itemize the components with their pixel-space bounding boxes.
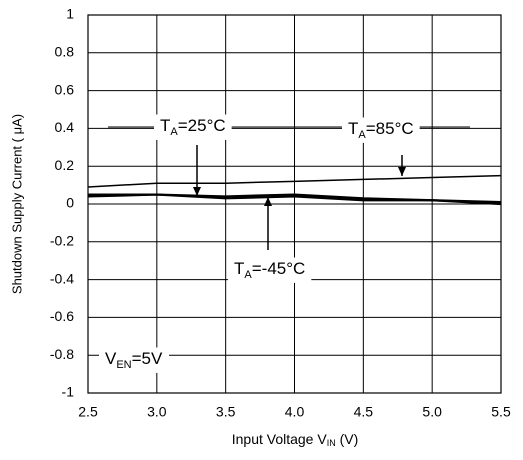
x-tick-label: 4.0: [285, 404, 305, 420]
x-title-main: Input Voltage V: [232, 431, 328, 447]
annotation-sub: EN: [116, 359, 131, 371]
y-tick-label: 0.8: [55, 44, 75, 60]
x-tick-label: 3.0: [147, 404, 167, 420]
annotation-rest: =-45°C: [252, 259, 306, 278]
annotation-main: V: [105, 349, 117, 368]
annotation-main: T: [160, 116, 170, 135]
x-title-sub: IN: [327, 438, 336, 448]
series-line: [87, 193, 502, 206]
y-axis-title: Shutdown Supply Current ( μA): [9, 114, 24, 294]
y-tick-label: -0.8: [50, 346, 74, 362]
annotation-rest: =5V: [132, 349, 163, 368]
annotation: VEN=5V: [99, 347, 170, 373]
y-tick-label: -0.4: [50, 270, 74, 286]
annotation-sub: A: [170, 126, 178, 138]
y-tick-label: -0.2: [50, 233, 74, 249]
annotation-main: T: [234, 259, 244, 278]
series-line: [87, 174, 502, 188]
x-tick-label: 4.5: [354, 404, 374, 420]
x-tick-label: 5.5: [491, 404, 511, 420]
y-tick-label: 0.6: [55, 81, 75, 97]
annotation-text: TA=85°C: [348, 119, 414, 140]
y-tick-label: 1: [66, 6, 74, 22]
annotation-text: VEN=5V: [105, 349, 163, 370]
annotation: TA=-45°C: [228, 257, 312, 283]
x-tick-label: 3.5: [216, 404, 236, 420]
x-axis-title: Input Voltage VIN (V): [232, 431, 359, 449]
y-tick-label: 0.4: [55, 119, 75, 135]
annotation-rest: =85°C: [366, 119, 414, 138]
annotation-main: T: [348, 119, 358, 138]
x-tick-label: 5.0: [422, 404, 442, 420]
y-tick-label: -1: [62, 384, 75, 400]
annotation-sub: A: [244, 269, 252, 281]
y-tick-label: 0: [66, 195, 74, 211]
annotation-text: TA=-45°C: [234, 259, 305, 280]
annotation: TA=85°C: [342, 117, 420, 143]
arrow-head: [193, 187, 201, 196]
annotation-text: TA=25°C: [160, 116, 226, 137]
annotation-bg: [228, 257, 312, 283]
annotation-bg: [342, 117, 420, 143]
arrow-head: [264, 197, 272, 206]
annotation: TA=25°C: [154, 114, 232, 140]
x-title-rest: (V): [336, 431, 359, 447]
annotation-rest: =25°C: [178, 116, 226, 135]
x-tick-label: 2.5: [78, 404, 98, 420]
annotation-sub: A: [358, 129, 366, 141]
y-tick-label: 0.2: [55, 157, 75, 173]
annotation-bg: [99, 347, 170, 373]
annotation-bg: [154, 114, 232, 140]
arrow-head: [398, 167, 406, 176]
y-tick-label: -0.6: [50, 308, 74, 324]
